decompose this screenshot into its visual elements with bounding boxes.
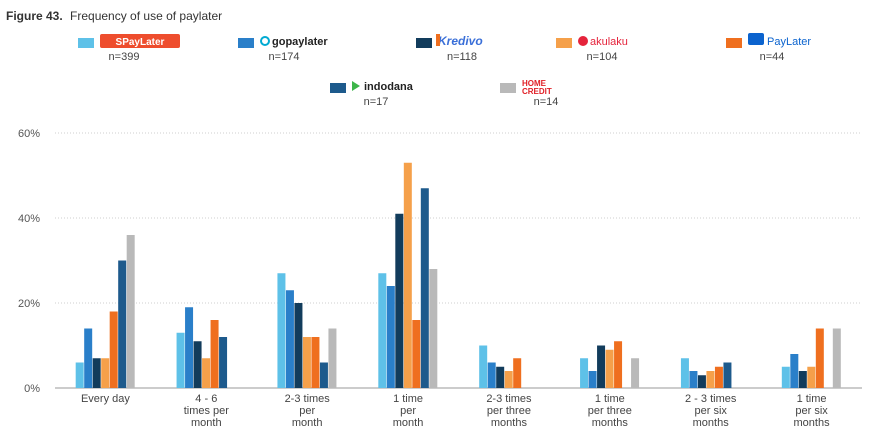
legend-series-name: Kredivo (438, 34, 483, 48)
bar (723, 362, 732, 388)
legend-n-count: n=104 (587, 51, 618, 63)
legend-series-name: gopaylater (272, 36, 328, 48)
bar (126, 235, 135, 388)
bars (75, 162, 841, 388)
bar (807, 366, 816, 388)
x-tick-label: 1 time per six months (794, 393, 831, 428)
x-axis: Every day 4 - 6 times per month 2-3 times per… (81, 393, 830, 428)
bar (631, 358, 640, 388)
gopaylater-logo-icon (260, 36, 270, 46)
akulaku-logo-icon (578, 36, 588, 46)
bar (118, 260, 127, 388)
bar (285, 290, 294, 388)
legend-n-count: n=44 (760, 51, 785, 63)
bar (697, 375, 706, 388)
x-tick-label: 4 - 6 times per month (184, 393, 230, 428)
legend-series-name: indodana (364, 81, 414, 93)
bar (277, 273, 286, 388)
legend-swatch (500, 83, 516, 93)
bar (781, 366, 790, 388)
legend-series-name: SPayLater (116, 37, 165, 48)
bar (193, 341, 202, 388)
x-tick-label: 2-3 times per month (285, 393, 331, 428)
bar (328, 328, 337, 388)
bar (84, 328, 93, 388)
bar (479, 345, 488, 388)
bar (487, 362, 496, 388)
x-tick-label: 2 - 3 times per six months (685, 393, 737, 428)
x-tick-label: Every day (81, 393, 130, 405)
bar (513, 358, 522, 388)
bar (176, 332, 185, 388)
bar (420, 188, 429, 388)
legend-series-name: HOME CREDIT (522, 79, 552, 96)
bar (614, 341, 623, 388)
figure-caption: Frequency of use of paylater (70, 9, 222, 23)
x-tick-label: 1 time per three months (588, 393, 632, 428)
bar (714, 366, 723, 388)
x-tick-label: 2-3 times per three months (486, 393, 532, 428)
y-tick-label: 0% (24, 383, 40, 395)
legend-swatch (556, 38, 572, 48)
bar (597, 345, 606, 388)
bar (210, 320, 219, 388)
legend-swatch (238, 38, 254, 48)
y-tick-label: 20% (18, 298, 40, 310)
bar (185, 307, 194, 388)
bar (496, 366, 505, 388)
bar (605, 349, 614, 388)
gridlines (55, 132, 862, 389)
indodana-logo-icon (352, 81, 360, 91)
y-tick-label: 40% (18, 213, 40, 225)
y-axis: 0% 20% 40% 60% (18, 128, 40, 395)
bar (412, 320, 421, 388)
legend-n-count: n=174 (269, 51, 300, 63)
legend-swatch (416, 38, 432, 48)
bar (202, 358, 211, 388)
x-tick-label: 1 time per month (393, 393, 424, 428)
legend-swatch (330, 83, 346, 93)
bar (680, 358, 689, 388)
bar (504, 371, 513, 388)
bar (798, 371, 807, 388)
bar (588, 371, 597, 388)
bar (790, 354, 799, 388)
bar (403, 162, 412, 388)
bar (706, 371, 715, 388)
bar (75, 362, 84, 388)
bar (219, 337, 228, 388)
bar (832, 328, 841, 388)
bar (101, 358, 110, 388)
legend-n-count: n=17 (364, 96, 389, 108)
spaylater-logo-icon (100, 34, 180, 48)
legend-series-name: akulaku (590, 36, 628, 48)
legend-n-count: n=14 (534, 96, 559, 108)
figure-title: Figure 43. Frequency of use of paylater (6, 9, 222, 23)
figure-label: Figure 43. (6, 9, 63, 23)
y-tick-label: 60% (18, 128, 40, 140)
bar (302, 337, 311, 388)
legend-swatch (78, 38, 94, 48)
bar (580, 358, 589, 388)
bar (92, 358, 101, 388)
legend-n-count: n=118 (447, 51, 477, 63)
legend-n-count: n=399 (109, 51, 140, 63)
legend-series-name: PayLater (767, 36, 811, 48)
legend: SPayLater n=399 gopaylater n=174 Kredivo n=11… (78, 33, 811, 108)
bar (386, 286, 395, 388)
bar (294, 303, 303, 388)
paylater-logo-icon (748, 33, 764, 45)
kredivo-logo-icon (436, 34, 440, 46)
bar (429, 269, 438, 388)
bar (395, 213, 404, 388)
bar (689, 371, 698, 388)
bar (109, 311, 118, 388)
bar (319, 362, 328, 388)
legend-swatch (726, 38, 742, 48)
bar (815, 328, 824, 388)
bar (311, 337, 320, 388)
bar (378, 273, 387, 388)
